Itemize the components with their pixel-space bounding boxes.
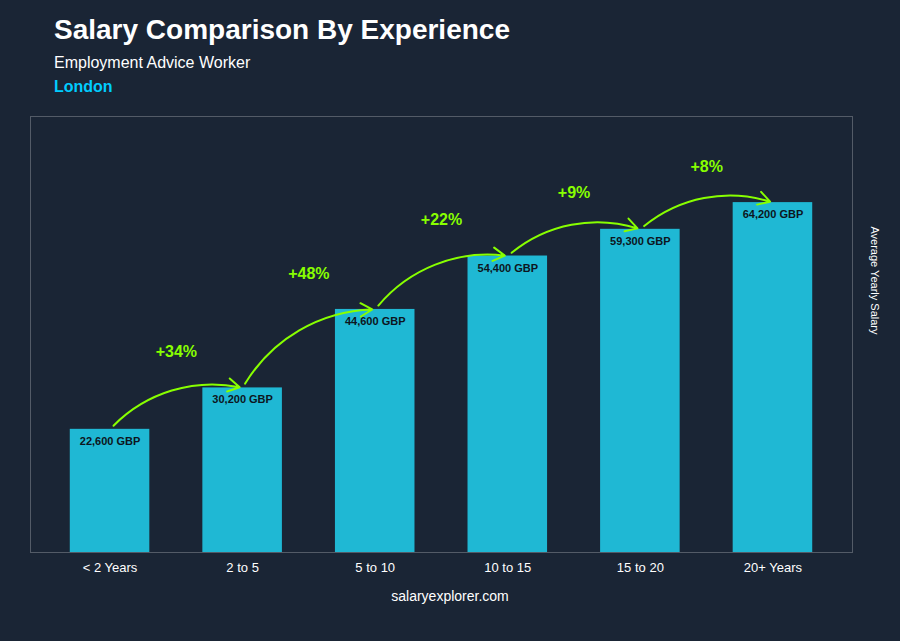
svg-text:+8%: +8% — [690, 158, 722, 175]
html-text:salaryexplorer.com: salaryexplorer.com — [391, 588, 509, 604]
svg-text:30,200 GBP: 30,200 GBP — [212, 393, 273, 405]
html-text:Employment Advice Worker: Employment Advice Worker — [54, 54, 251, 71]
html-text:Salary Comparison By Experienc: Salary Comparison By Experience — [54, 14, 510, 45]
svg-text:22,600 GBP: 22,600 GBP — [80, 435, 141, 447]
html-text:London: London — [54, 78, 113, 95]
svg-text:2 to 5: 2 to 5 — [226, 560, 259, 575]
svg-text:44,600 GBP: 44,600 GBP — [345, 315, 406, 327]
svg-text:< 2 Years: < 2 Years — [83, 560, 138, 575]
svg-text:20+ Years: 20+ Years — [744, 560, 803, 575]
svg-text:+48%: +48% — [288, 265, 329, 282]
svg-text:+34%: +34% — [156, 343, 197, 360]
svg-text:+9%: +9% — [558, 184, 590, 201]
svg-text:Average Yearly Salary: Average Yearly Salary — [869, 226, 881, 335]
svg-text:59,300 GBP: 59,300 GBP — [610, 235, 671, 247]
svg-text:5 to 10: 5 to 10 — [355, 560, 395, 575]
svg-text:+22%: +22% — [421, 211, 462, 228]
svg-text:15 to 20: 15 to 20 — [617, 560, 664, 575]
svg-text:54,400 GBP: 54,400 GBP — [478, 262, 539, 274]
svg-text:10 to 15: 10 to 15 — [484, 560, 531, 575]
svg-text:64,200 GBP: 64,200 GBP — [743, 208, 804, 220]
